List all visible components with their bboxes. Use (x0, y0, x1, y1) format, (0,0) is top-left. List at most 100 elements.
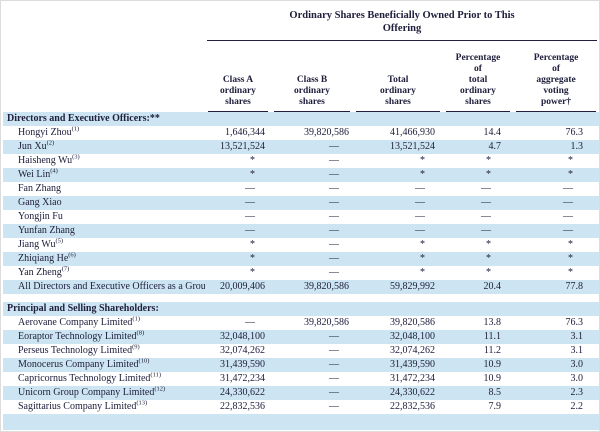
value-cell: — (329, 169, 339, 180)
col-header-class-b: Class B ordinary shares (271, 41, 353, 112)
table-row: Fan Zhang — — — — — (3, 182, 599, 196)
value-cell: * (486, 239, 491, 250)
shareholder-name-text: Aerovane Company Limited (18, 317, 133, 328)
table-row: Unicorn Group Company Limited(12) 24,330,… (3, 386, 599, 400)
section-header: Principal and Selling Shareholders: (7, 303, 159, 314)
value-cell: — (245, 225, 255, 236)
value-cell: 10.9 (483, 373, 502, 384)
value-cell: 3.0 (570, 373, 584, 384)
value-cell: 13,521,524 (220, 141, 265, 152)
footnote-ref: (11) (150, 372, 162, 379)
section-header-row: Principal and Selling Shareholders: (3, 302, 599, 316)
shareholder-name: Perseus Technology Limited(9) (3, 344, 205, 358)
value-cell: 8.5 (488, 387, 502, 398)
footnote-ref: (1) (71, 126, 80, 133)
value-cell: 39,820,586 (390, 317, 435, 328)
shareholder-name: Monocerus Company Limited(10) (3, 358, 205, 372)
value-cell: 22,832,536 (220, 401, 265, 412)
value-cell: — (329, 267, 339, 278)
footnote-ref: (4) (50, 168, 58, 175)
value-cell: * (420, 253, 425, 264)
value-cell: * (250, 267, 255, 278)
shareholder-name-text: Gang Xiao (18, 197, 62, 208)
value-cell: 2.3 (570, 387, 584, 398)
value-cell: — (481, 211, 491, 222)
value-cell: * (486, 267, 491, 278)
value-cell: — (329, 183, 339, 194)
table-row: Sagittarius Company Limited(13) 22,832,53… (3, 400, 599, 414)
value-cell: — (329, 225, 339, 236)
name-column-header (3, 41, 205, 112)
table-row: Haisheng Wu(3) * — * * * (3, 154, 599, 168)
value-cell: * (420, 267, 425, 278)
spacer-row (3, 294, 599, 302)
spanning-header: Ordinary Shares Beneficially Owned Prior… (207, 9, 598, 41)
value-cell: — (563, 211, 574, 222)
value-cell: 39,820,586 (304, 281, 349, 292)
value-cell: — (563, 183, 574, 194)
value-cell: 32,074,262 (390, 345, 435, 356)
shareholder-name: Zhiqiang He(6) (3, 252, 205, 266)
shareholder-name-text: All Directors and Executive Officers as … (18, 281, 205, 292)
table-row: Zhiqiang He(6) * — * * * (3, 252, 599, 266)
value-cell: * (486, 253, 491, 264)
value-cell: 2.2 (570, 401, 584, 412)
shareholder-name-text: Haisheng Wu (18, 155, 73, 166)
footnote-ref: (2) (46, 140, 55, 147)
table-row: Yan Zheng(7) * — * * * (3, 266, 599, 280)
table-row: Hongyi Zhou(1) 1,646,344 39,820,586 41,466,… (3, 126, 599, 140)
shareholder-name: Sagittarius Company Limited(13) (3, 400, 205, 414)
value-cell: * (420, 239, 425, 250)
value-cell: 24,330,622 (390, 387, 435, 398)
value-cell: — (481, 197, 491, 208)
footnote-ref: (1) (132, 316, 141, 323)
shareholder-name-text: Zhiqiang He (18, 253, 69, 264)
value-cell: 39,820,586 (304, 127, 349, 138)
footnote-ref: (5) (55, 238, 64, 245)
value-cell: 32,048,100 (220, 331, 265, 342)
shareholder-name: Jun Xu(2) (3, 140, 205, 154)
shareholder-name: Eoraptor Technology Limited(8) (3, 330, 205, 344)
value-cell: 31,439,590 (220, 359, 265, 370)
value-cell: 11.1 (483, 331, 501, 342)
shareholder-name-text: Hongyi Zhou (18, 127, 72, 138)
footnote-ref: (9) (132, 344, 140, 351)
value-cell: 24,330,622 (220, 387, 265, 398)
value-cell: — (481, 183, 491, 194)
value-cell: 3.0 (570, 359, 584, 370)
value-cell: 13,521,524 (390, 141, 435, 152)
value-cell: * (486, 155, 491, 166)
value-cell: — (329, 197, 339, 208)
value-cell: — (481, 225, 491, 236)
footnote-ref: (10) (138, 358, 150, 365)
section-header-row: Directors and Executive Officers:** (3, 112, 599, 126)
shareholder-name: Capricornus Technology Limited(11) (3, 372, 205, 386)
value-cell: 32,048,100 (390, 331, 435, 342)
value-cell: 14.4 (483, 127, 502, 138)
shareholder-name-text: Wei Lin (18, 169, 51, 180)
col-header-total: Total ordinary shares (353, 41, 443, 112)
value-cell: * (486, 169, 491, 180)
shareholder-name-text: Unicorn Group Company Limited (18, 387, 155, 398)
table-row: Yongjin Fu — — — — — (3, 210, 599, 224)
value-cell: 39,820,586 (304, 317, 349, 328)
footnote-ref: (8) (136, 330, 145, 337)
shareholder-name: Hongyi Zhou(1) (3, 126, 205, 140)
shareholder-name-text: Jiang Wu (18, 239, 56, 250)
value-cell: * (568, 155, 574, 166)
table-body: Directors and Executive Officers:** Hongy… (3, 112, 599, 430)
shareholder-name: All Directors and Executive Officers as … (3, 280, 205, 294)
value-cell: 22,832,536 (390, 401, 435, 412)
value-cell: — (329, 387, 339, 398)
footnote-ref: (13) (136, 400, 148, 407)
table-row: Monocerus Company Limited(10) 31,439,590 —… (3, 358, 599, 372)
table-row: Perseus Technology Limited(9) 32,074,262 —… (3, 344, 599, 358)
value-cell: * (250, 169, 255, 180)
value-cell: * (568, 267, 574, 278)
shareholder-name-text: Yunfan Zhang (18, 225, 75, 236)
shareholder-name: Fan Zhang (3, 182, 205, 196)
shareholder-name-text: Eoraptor Technology Limited (18, 331, 137, 342)
value-cell: * (420, 169, 425, 180)
value-cell: — (329, 155, 339, 166)
